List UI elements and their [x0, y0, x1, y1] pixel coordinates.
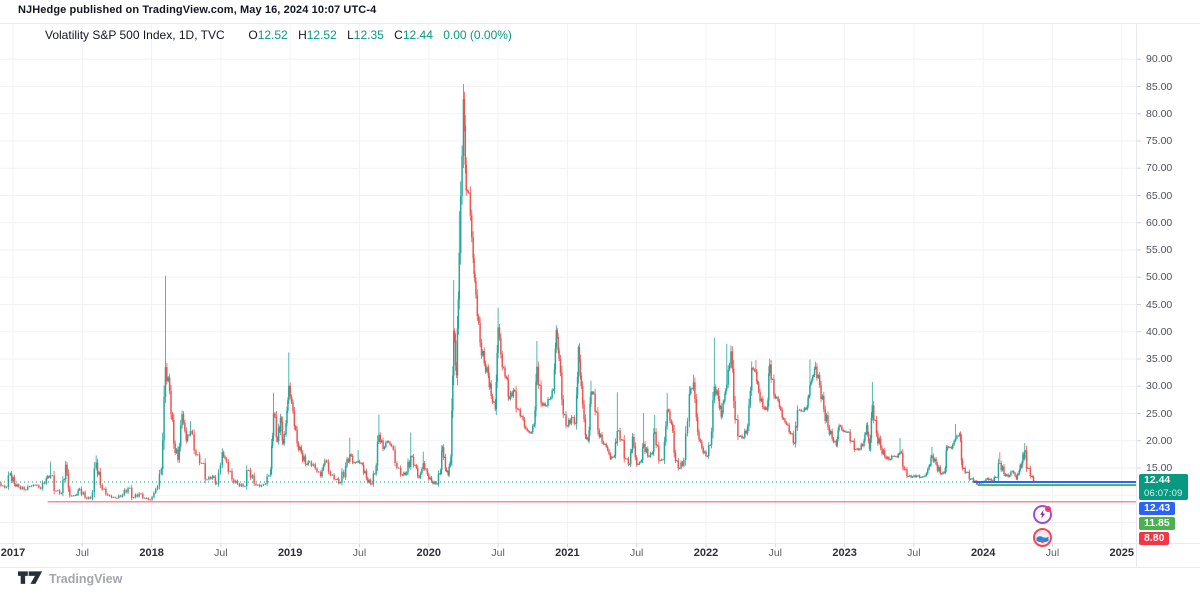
current-price-label: 12.44 06:07:09	[1139, 473, 1188, 500]
y-axis-label: 25.00	[1146, 407, 1173, 420]
y-axis-label: 30.00	[1146, 380, 1173, 393]
x-axis-label[interactable]: 2024	[970, 547, 996, 559]
y-axis-label: 50.00	[1146, 271, 1173, 284]
chart-grid	[0, 23, 1136, 543]
price-level-label: 11.85	[1139, 516, 1175, 530]
y-axis-label: 60.00	[1146, 216, 1173, 229]
candlestick-series	[0, 83, 1036, 501]
axis-ticks	[12, 58, 1141, 547]
y-axis-label: 20.00	[1146, 434, 1173, 447]
notification-dot-icon	[1045, 506, 1051, 512]
y-axis-label: 85.00	[1146, 80, 1173, 93]
x-axis-label[interactable]: Jul	[1045, 547, 1060, 559]
y-axis-label: 70.00	[1146, 162, 1173, 175]
y-axis-label: 55.00	[1146, 244, 1173, 256]
y-axis-label: 80.00	[1146, 107, 1173, 120]
x-axis-label[interactable]: 2021	[555, 547, 580, 559]
x-axis-label[interactable]: Jul	[768, 547, 783, 559]
ohlc-change-value: 0.00 (0.00%)	[443, 28, 512, 42]
bar-countdown: 06:07:09	[1144, 487, 1183, 499]
tradingview-logo-text: TradingView	[49, 571, 123, 586]
ohlc-close-label: C	[394, 28, 403, 42]
x-axis-label[interactable]: Jul	[629, 547, 644, 559]
x-axis-label[interactable]: 2017	[0, 547, 26, 559]
price-level-label: 8.80	[1139, 531, 1170, 545]
y-axis-label: 90.00	[1146, 53, 1173, 66]
x-axis-label[interactable]: Jul	[75, 547, 90, 559]
attribution-text: NJHedge published on TradingView.com, Ma…	[18, 4, 377, 16]
x-axis-label[interactable]: 2020	[416, 547, 442, 559]
symbol-legend[interactable]: Volatility S&P 500 Index, 1D, TVC O12.52…	[45, 28, 512, 42]
ohlc-open-label: O	[248, 28, 258, 42]
ohlc-low-value: 12.35	[353, 28, 384, 42]
y-axis-label: 35.00	[1146, 353, 1173, 365]
x-axis-label[interactable]: Jul	[214, 547, 228, 559]
time-axis-border	[0, 543, 1200, 544]
x-axis-label[interactable]: 2023	[832, 547, 857, 559]
y-axis-label: 15.00	[1146, 462, 1173, 474]
ohlc-low-label: L	[347, 28, 354, 42]
idea-marker-purple-icon[interactable]	[1033, 505, 1052, 524]
tradingview-logo[interactable]: TradingView	[18, 571, 122, 586]
x-axis-label[interactable]: Jul	[352, 547, 367, 559]
y-axis-label: 45.00	[1146, 298, 1173, 311]
idea-marker-red-icon[interactable]	[1033, 528, 1052, 547]
price-level-label: 12.43	[1139, 501, 1176, 515]
price-axis-border	[1136, 23, 1137, 567]
ohlc-high-label: H	[298, 28, 307, 42]
x-axis-label[interactable]: Jul	[491, 547, 505, 559]
x-axis-label[interactable]: 2022	[693, 547, 719, 559]
symbol-title[interactable]: Volatility S&P 500 Index, 1D, TVC	[45, 28, 225, 42]
y-axis-label: 65.00	[1146, 189, 1173, 202]
ohlc-close-value: 12.44	[402, 28, 433, 42]
x-axis-label[interactable]: 2019	[277, 547, 303, 559]
plot-top-border	[0, 23, 1200, 24]
x-axis-label[interactable]: Jul	[907, 547, 921, 559]
x-axis-label[interactable]: 2025	[1109, 547, 1135, 559]
x-axis-label[interactable]: 2018	[139, 547, 164, 559]
ohlc-open-value: 12.52	[257, 28, 288, 42]
ohlc-high-value: 12.52	[306, 28, 337, 42]
y-axis-label: 40.00	[1146, 325, 1173, 338]
footer-border	[0, 567, 1200, 568]
price-lines[interactable]	[0, 481, 1136, 503]
y-axis-label: 75.00	[1146, 135, 1173, 147]
tradingview-logo-icon	[18, 571, 43, 584]
